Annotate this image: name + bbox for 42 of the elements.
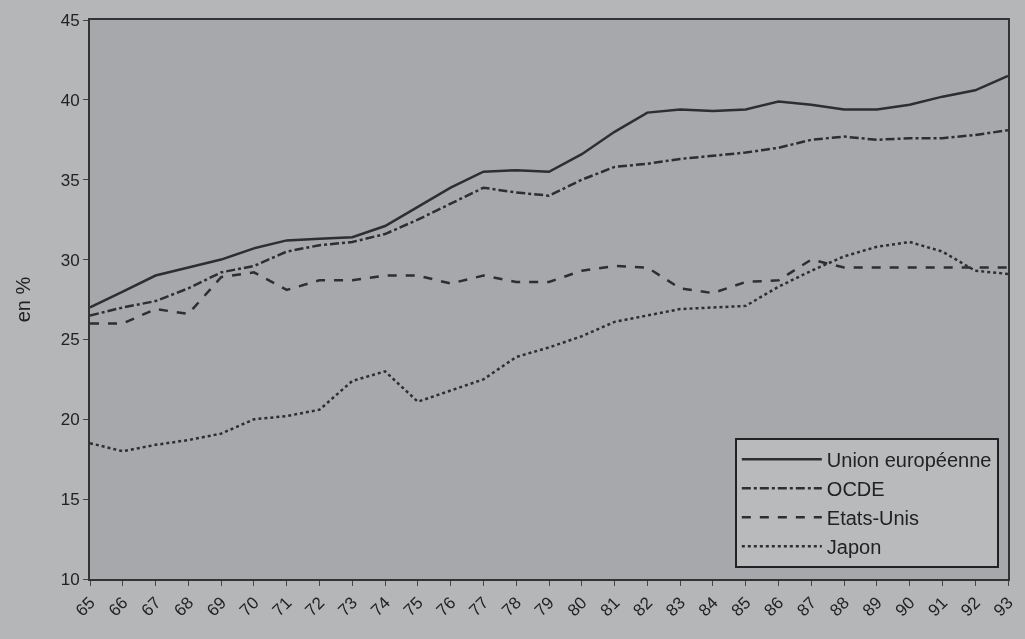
x-tick-label: 90	[891, 593, 919, 621]
x-tick-label: 68	[170, 593, 198, 621]
x-tick-label: 67	[137, 593, 165, 621]
x-tick-label: 77	[465, 593, 493, 621]
x-tick-label: 84	[694, 593, 722, 621]
legend-label: Japon	[826, 536, 882, 559]
x-tick-label: 65	[72, 593, 99, 621]
x-tick-label: 78	[498, 593, 526, 621]
x-tick-label: 92	[957, 593, 985, 621]
x-tick-label: 73	[334, 593, 362, 621]
x-tick-label: 80	[563, 593, 591, 621]
x-tick-label: 70	[235, 593, 263, 621]
y-tick-label: 20	[60, 410, 80, 430]
y-tick-label: 10	[60, 569, 80, 589]
legend-label: Union européenne	[826, 449, 992, 472]
y-tick-label: 25	[60, 330, 80, 350]
legend-label: OCDE	[826, 478, 885, 501]
x-tick-label: 83	[662, 593, 689, 621]
x-tick-label: 74	[367, 593, 394, 621]
y-tick-label: 30	[60, 250, 80, 270]
x-tick-label: 75	[399, 593, 427, 621]
x-tick-label: 72	[301, 593, 329, 621]
x-tick-label: 66	[104, 593, 132, 621]
x-tick-label: 82	[629, 593, 657, 621]
y-tick-label: 40	[60, 90, 80, 110]
x-tick-label: 71	[268, 593, 296, 621]
x-tick-label: 87	[793, 593, 821, 621]
x-tick-label: 86	[760, 593, 788, 621]
x-tick-label: 93	[990, 593, 1017, 621]
x-tick-label: 81	[596, 593, 624, 621]
x-tick-label: 76	[432, 593, 460, 621]
x-tick-label: 85	[727, 593, 755, 621]
x-tick-label: 89	[858, 593, 886, 621]
x-tick-label: 79	[531, 593, 558, 621]
x-tick-label: 88	[826, 593, 853, 621]
y-tick-label: 35	[60, 170, 80, 190]
y-tick-label: 45	[60, 10, 80, 30]
x-tick-label: 91	[924, 593, 952, 621]
y-axis-title: en %	[11, 276, 34, 323]
x-tick-label: 69	[203, 593, 230, 621]
legend-label: Etats-Unis	[826, 507, 920, 530]
y-tick-label: 15	[60, 490, 80, 510]
